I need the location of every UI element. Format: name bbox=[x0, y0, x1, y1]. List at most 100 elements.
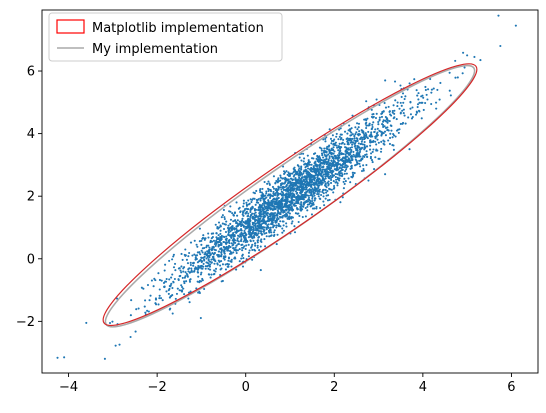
data-point bbox=[320, 149, 323, 152]
data-point bbox=[322, 192, 325, 195]
data-point bbox=[430, 88, 433, 91]
data-point bbox=[340, 152, 343, 155]
data-point bbox=[312, 165, 315, 168]
data-point bbox=[316, 170, 319, 173]
data-point bbox=[201, 279, 204, 282]
data-point bbox=[172, 281, 175, 284]
data-point bbox=[308, 176, 311, 179]
data-point bbox=[251, 258, 254, 261]
data-point bbox=[356, 145, 359, 149]
data-point bbox=[302, 205, 305, 208]
data-point bbox=[254, 211, 257, 214]
data-point bbox=[289, 183, 292, 186]
data-point bbox=[348, 124, 351, 127]
data-point bbox=[325, 155, 328, 158]
data-point bbox=[300, 159, 303, 162]
data-point bbox=[245, 244, 248, 247]
data-point bbox=[417, 109, 421, 112]
data-point bbox=[149, 294, 152, 297]
data-point bbox=[180, 271, 183, 274]
data-point bbox=[229, 218, 233, 221]
data-point bbox=[386, 128, 389, 131]
data-point bbox=[172, 266, 176, 269]
data-point bbox=[305, 188, 308, 191]
data-point bbox=[304, 185, 307, 189]
data-point bbox=[227, 259, 230, 262]
data-point bbox=[355, 147, 358, 151]
data-point bbox=[227, 263, 230, 266]
data-point bbox=[146, 283, 150, 287]
data-point bbox=[242, 202, 245, 205]
data-point bbox=[343, 162, 346, 165]
data-point bbox=[234, 246, 237, 249]
data-point bbox=[361, 138, 364, 141]
data-point bbox=[403, 98, 406, 101]
data-point bbox=[197, 291, 200, 294]
data-point bbox=[365, 121, 368, 124]
data-point bbox=[282, 211, 285, 214]
data-point bbox=[235, 229, 238, 233]
data-point bbox=[281, 231, 284, 234]
data-point bbox=[389, 124, 392, 127]
data-point bbox=[175, 292, 179, 295]
data-point bbox=[285, 193, 288, 196]
y-tick-label: 0 bbox=[27, 252, 35, 267]
data-point bbox=[222, 227, 226, 231]
data-point bbox=[238, 235, 241, 238]
data-point bbox=[165, 290, 168, 293]
data-point bbox=[266, 226, 269, 229]
data-point bbox=[258, 213, 262, 216]
data-point bbox=[263, 226, 266, 229]
data-point bbox=[168, 259, 171, 262]
data-point bbox=[404, 95, 407, 98]
data-point bbox=[265, 228, 268, 231]
data-point bbox=[261, 187, 264, 190]
data-point bbox=[193, 239, 196, 242]
data-point bbox=[285, 170, 288, 173]
data-point bbox=[331, 157, 334, 160]
data-point bbox=[242, 257, 245, 260]
data-point bbox=[347, 177, 350, 180]
data-point bbox=[352, 153, 355, 156]
data-point bbox=[271, 212, 274, 215]
data-point bbox=[295, 182, 298, 185]
data-point bbox=[298, 170, 301, 173]
data-point bbox=[327, 184, 330, 187]
data-point bbox=[370, 152, 373, 155]
data-point bbox=[299, 205, 302, 208]
scatter-points bbox=[56, 14, 517, 360]
data-point bbox=[360, 136, 363, 139]
data-point bbox=[314, 168, 317, 172]
data-point bbox=[189, 241, 193, 244]
data-point bbox=[363, 133, 366, 137]
data-point bbox=[312, 190, 315, 193]
data-point bbox=[347, 157, 350, 160]
data-point bbox=[283, 186, 286, 189]
data-point bbox=[224, 241, 227, 244]
data-point bbox=[280, 188, 283, 191]
data-point bbox=[85, 321, 88, 324]
data-point bbox=[190, 269, 193, 272]
data-point bbox=[269, 226, 272, 229]
data-point bbox=[329, 174, 332, 178]
data-point bbox=[209, 241, 212, 244]
data-point bbox=[290, 177, 293, 180]
data-point bbox=[246, 240, 249, 243]
data-point bbox=[365, 127, 368, 130]
data-point bbox=[201, 237, 204, 240]
data-point bbox=[321, 159, 324, 162]
data-point bbox=[222, 241, 225, 244]
data-point bbox=[318, 146, 322, 149]
data-point bbox=[310, 178, 313, 181]
data-point bbox=[254, 242, 257, 245]
data-point bbox=[370, 133, 373, 136]
data-point bbox=[247, 243, 250, 246]
data-point bbox=[355, 131, 358, 134]
data-point bbox=[316, 176, 319, 179]
data-point bbox=[346, 165, 349, 168]
data-point bbox=[202, 262, 205, 265]
data-point bbox=[392, 104, 395, 107]
data-point bbox=[187, 255, 190, 258]
data-point bbox=[307, 183, 310, 186]
data-point bbox=[283, 178, 286, 181]
